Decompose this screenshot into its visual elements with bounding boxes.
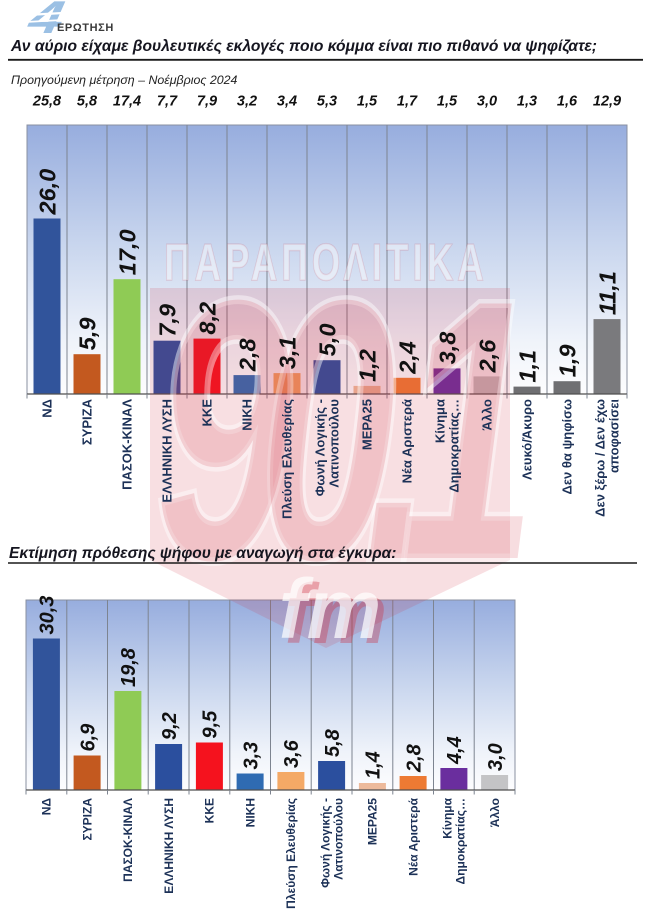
svg-text:1,5: 1,5 bbox=[357, 94, 378, 110]
svg-text:Άλλο: Άλλο bbox=[488, 798, 502, 827]
svg-text:Προηγούμενη μέτρηση – Νοέμβριο: Προηγούμενη μέτρηση – Νοέμβριος 2024 bbox=[11, 73, 237, 87]
svg-text:2,8: 2,8 bbox=[403, 743, 425, 773]
svg-text:1,7: 1,7 bbox=[397, 94, 418, 110]
svg-text:8,2: 8,2 bbox=[195, 302, 221, 335]
svg-text:ΚΚΕ: ΚΚΕ bbox=[200, 399, 215, 427]
svg-text:Λατινοπούλου: Λατινοπούλου bbox=[327, 399, 342, 488]
svg-text:17,0: 17,0 bbox=[115, 229, 141, 275]
svg-text:Άλλο: Άλλο bbox=[480, 399, 495, 431]
svg-text:ΚΚΕ: ΚΚΕ bbox=[203, 798, 217, 823]
svg-text:25,8: 25,8 bbox=[32, 94, 62, 110]
svg-text:ΠΑΣΟΚ-ΚΙΝΑΛ: ΠΑΣΟΚ-ΚΙΝΑΛ bbox=[121, 798, 135, 882]
svg-text:ΜΕΡΑ25: ΜΕΡΑ25 bbox=[360, 399, 375, 450]
svg-text:4,4: 4,4 bbox=[444, 736, 466, 765]
svg-text:30,3: 30,3 bbox=[37, 596, 59, 635]
svg-text:6,9: 6,9 bbox=[77, 723, 99, 752]
svg-text:9,5: 9,5 bbox=[200, 710, 222, 739]
svg-text:1,3: 1,3 bbox=[517, 94, 537, 110]
svg-text:ΝΙΚΗ: ΝΙΚΗ bbox=[240, 399, 255, 431]
svg-text:Δημοκρατίας…: Δημοκρατίας… bbox=[447, 399, 462, 493]
svg-text:3,0: 3,0 bbox=[477, 94, 497, 110]
svg-text:Κίνημα: Κίνημα bbox=[433, 399, 448, 443]
svg-text:ΕΛΛΗΝΙΚΗ ΛΥΣΗ: ΕΛΛΗΝΙΚΗ ΛΥΣΗ bbox=[162, 798, 176, 894]
svg-text:19,8: 19,8 bbox=[118, 647, 140, 687]
svg-text:2,8: 2,8 bbox=[235, 338, 261, 373]
svg-text:ΕΛΛΗΝΙΚΗ ΛΥΣΗ: ΕΛΛΗΝΙΚΗ ΛΥΣΗ bbox=[160, 399, 175, 503]
svg-text:ΝΙΚΗ: ΝΙΚΗ bbox=[243, 798, 257, 827]
svg-text:9,2: 9,2 bbox=[159, 712, 181, 740]
svg-text:7,9: 7,9 bbox=[155, 304, 181, 337]
svg-text:ΕΡΩΤΗΣΗ: ΕΡΩΤΗΣΗ bbox=[57, 22, 114, 34]
svg-text:fm: fm bbox=[285, 567, 388, 661]
svg-text:Φωνή Λογικής -: Φωνή Λογικής - bbox=[319, 798, 333, 888]
svg-text:3,1: 3,1 bbox=[275, 336, 301, 369]
svg-text:3,0: 3,0 bbox=[485, 743, 507, 771]
svg-text:3,3: 3,3 bbox=[240, 742, 262, 770]
svg-text:ΝΔ: ΝΔ bbox=[40, 798, 54, 816]
svg-text:Νέα Αριστερά: Νέα Αριστερά bbox=[406, 797, 420, 875]
svg-text:26,0: 26,0 bbox=[35, 169, 61, 216]
svg-text:1,6: 1,6 bbox=[557, 94, 578, 110]
svg-text:1,9: 1,9 bbox=[555, 345, 581, 378]
svg-text:Αν αύριο είχαμε βουλευτικές εκ: Αν αύριο είχαμε βουλευτικές εκλογές ποιο… bbox=[10, 38, 597, 55]
svg-text:Νέα Αριστερά: Νέα Αριστερά bbox=[400, 399, 415, 483]
svg-text:αποφασίσει: αποφασίσει bbox=[607, 399, 622, 473]
svg-text:2,6: 2,6 bbox=[475, 339, 501, 374]
svg-text:3,2: 3,2 bbox=[237, 94, 257, 110]
svg-text:Πλεύση Ελευθερίας: Πλεύση Ελευθερίας bbox=[284, 798, 298, 909]
svg-text:ΠΑΣΟΚ-ΚΙΝΑΛ: ΠΑΣΟΚ-ΚΙΝΑΛ bbox=[120, 399, 135, 490]
svg-text:1,4: 1,4 bbox=[363, 751, 385, 779]
svg-text:90.1: 90.1 bbox=[156, 224, 526, 637]
svg-text:12,9: 12,9 bbox=[593, 94, 621, 110]
svg-text:Κίνημα: Κίνημα bbox=[441, 797, 455, 838]
svg-text:ΣΥΡΙΖΑ: ΣΥΡΙΖΑ bbox=[80, 798, 94, 841]
svg-text:Πλεύση Ελευθερίας: Πλεύση Ελευθερίας bbox=[280, 399, 295, 519]
svg-text:2,4: 2,4 bbox=[395, 341, 421, 375]
svg-text:3,6: 3,6 bbox=[281, 739, 303, 768]
svg-text:ΝΔ: ΝΔ bbox=[40, 399, 55, 418]
svg-text:fm: fm bbox=[279, 562, 382, 656]
svg-text:Λατινοπούλου: Λατινοπούλου bbox=[331, 798, 345, 880]
svg-text:7,9: 7,9 bbox=[197, 94, 217, 110]
svg-text:Δεν θα ψηφίσω: Δεν θα ψηφίσω bbox=[560, 399, 575, 495]
svg-text:1,5: 1,5 bbox=[437, 94, 458, 110]
svg-text:11,1: 11,1 bbox=[595, 271, 621, 315]
svg-text:ΜΕΡΑ25: ΜΕΡΑ25 bbox=[366, 798, 380, 845]
svg-text:3,8: 3,8 bbox=[435, 331, 461, 365]
svg-text:Δεν ξέρω / Δεν έχω: Δεν ξέρω / Δεν έχω bbox=[593, 399, 608, 517]
svg-text:1,1: 1,1 bbox=[515, 350, 541, 383]
svg-text:Εκτίμηση πρόθεσης ψήφου με ανα: Εκτίμηση πρόθεσης ψήφου με αναγωγή στα έ… bbox=[9, 545, 396, 562]
svg-text:Δημοκρατίας…: Δημοκρατίας… bbox=[454, 798, 468, 884]
svg-text:Φωνή Λογικής -: Φωνή Λογικής - bbox=[313, 399, 328, 496]
svg-text:5,8: 5,8 bbox=[77, 94, 98, 110]
svg-text:7,7: 7,7 bbox=[157, 94, 178, 110]
svg-text:5,0: 5,0 bbox=[315, 324, 341, 357]
svg-text:5,3: 5,3 bbox=[317, 94, 337, 110]
svg-text:ΣΥΡΙΖΑ: ΣΥΡΙΖΑ bbox=[80, 398, 95, 445]
svg-text:3,4: 3,4 bbox=[277, 94, 297, 110]
svg-text:5,9: 5,9 bbox=[75, 318, 101, 351]
svg-text:17,4: 17,4 bbox=[113, 94, 141, 110]
svg-text:1,2: 1,2 bbox=[355, 349, 381, 382]
svg-text:ΠΑΡΑΠΟΛΙΤΙΚΑ: ΠΑΡΑΠΟΛΙΤΙΚΑ bbox=[164, 232, 488, 291]
svg-text:Λευκό/Άκυρο: Λευκό/Άκυρο bbox=[520, 399, 535, 480]
svg-text:5,8: 5,8 bbox=[322, 728, 344, 757]
